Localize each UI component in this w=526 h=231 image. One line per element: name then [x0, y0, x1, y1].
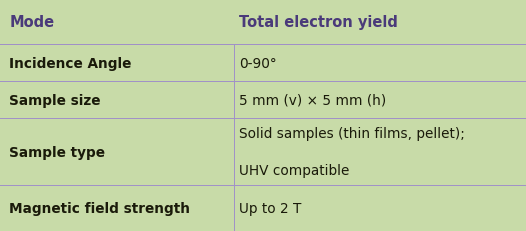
Text: Up to 2 T: Up to 2 T	[239, 201, 302, 215]
Text: Solid samples (thin films, pellet);: Solid samples (thin films, pellet);	[239, 127, 465, 140]
Text: Mode: Mode	[9, 15, 55, 30]
Text: Sample type: Sample type	[9, 145, 106, 159]
Text: 5 mm (v) × 5 mm (h): 5 mm (v) × 5 mm (h)	[239, 94, 387, 107]
Text: Sample size: Sample size	[9, 94, 101, 107]
Text: 0-90°: 0-90°	[239, 57, 277, 70]
Text: Total electron yield: Total electron yield	[239, 15, 398, 30]
Text: Magnetic field strength: Magnetic field strength	[9, 201, 190, 215]
Text: Incidence Angle: Incidence Angle	[9, 57, 132, 70]
Text: UHV compatible: UHV compatible	[239, 163, 350, 177]
